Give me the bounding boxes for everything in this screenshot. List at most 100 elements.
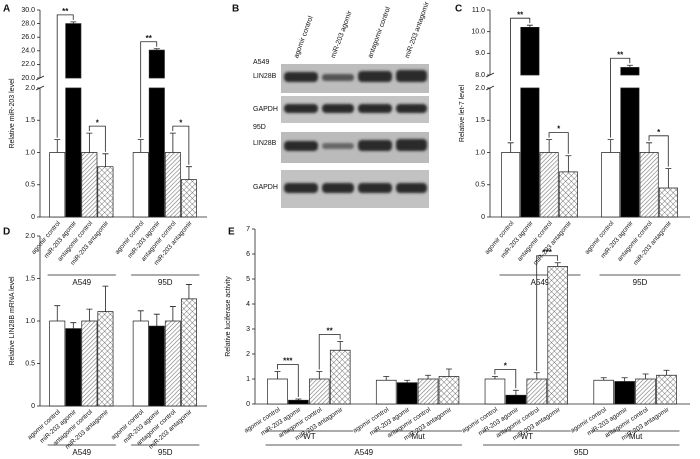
bar — [148, 49, 165, 218]
bar — [267, 378, 288, 405]
error-bar — [316, 371, 323, 379]
bar — [484, 378, 506, 405]
bar — [180, 179, 197, 218]
error-bar — [491, 376, 498, 379]
error-bar — [565, 155, 572, 172]
bar — [520, 26, 540, 218]
significance-label: ** — [517, 10, 524, 19]
y-tick-label: 0.5 — [475, 182, 485, 189]
y-axis-label: Relative luciferase activity — [225, 276, 232, 357]
error-bar — [507, 142, 514, 153]
bar — [620, 67, 640, 218]
significance-label: ** — [146, 34, 153, 43]
error-bar — [70, 322, 77, 329]
panel-letter: D — [3, 227, 10, 238]
subgroup-label: Mut — [629, 432, 643, 441]
subgroup-label: WT — [521, 432, 534, 441]
panel-letter: C — [455, 4, 462, 15]
y-tick-label: 1.5 — [25, 275, 35, 282]
error-bar — [169, 132, 176, 153]
subgroup-label: Mut — [411, 432, 425, 441]
error-bar — [102, 153, 109, 167]
error-bar — [185, 284, 192, 299]
y-tick-label: 1.5 — [475, 117, 485, 124]
error-bar — [626, 64, 633, 68]
significance-label: * — [557, 125, 561, 134]
error-bar — [54, 139, 61, 153]
bar — [614, 381, 635, 405]
significance-label: *** — [283, 357, 293, 366]
bar — [132, 320, 149, 407]
x-tick-label: miR-203 antagomir — [632, 219, 673, 266]
significance-bracket — [172, 125, 190, 165]
bar — [593, 379, 615, 405]
error-bar — [54, 305, 61, 321]
error-bar — [445, 368, 452, 377]
cell-label: A549 — [253, 59, 269, 66]
y-tick-label: 1.0 — [25, 149, 35, 156]
y-tick-label: 9.0 — [475, 50, 485, 57]
error-bar — [185, 166, 192, 180]
y-tick-label: 0 — [481, 214, 485, 221]
bar — [658, 187, 678, 218]
y-tick-label: 7 — [246, 226, 250, 233]
error-bar — [600, 377, 607, 381]
error-bar — [404, 379, 411, 383]
bar — [49, 320, 66, 407]
y-axis-label: Relative let-7 level — [459, 84, 466, 142]
y-tick-label: 11.0 — [472, 7, 485, 14]
y-tick-label: 0.5 — [25, 182, 35, 189]
error-bar — [153, 48, 160, 51]
y-tick-label: 2 — [246, 351, 250, 358]
error-bar — [646, 142, 653, 153]
error-bar — [533, 372, 540, 379]
significance-bracket — [510, 17, 531, 141]
error-bar — [137, 139, 144, 153]
panel-letter: B — [232, 4, 239, 15]
bar — [656, 374, 677, 405]
bar — [558, 171, 578, 218]
error-bar — [86, 132, 93, 153]
significance-label: * — [179, 118, 183, 127]
western-blot: B agomir control miR-203 agomir antagomi… — [232, 0, 431, 208]
significance-label: * — [96, 118, 100, 127]
y-tick-label: 10.0 — [471, 29, 485, 36]
bar — [180, 298, 197, 407]
error-bar — [546, 139, 553, 153]
bar — [396, 382, 418, 405]
panel-letter: A — [3, 4, 10, 15]
error-bar — [102, 285, 109, 312]
error-bar — [425, 374, 432, 379]
bar — [375, 379, 397, 405]
x-tick-label: miR-203 antagomir — [532, 219, 573, 266]
protein-label: LIN28B — [253, 73, 277, 80]
y-tick-label: 26.0 — [21, 34, 35, 41]
y-tick-label: 0.5 — [25, 360, 35, 367]
error-bar — [663, 369, 670, 376]
bar — [65, 328, 82, 407]
bar — [501, 152, 521, 218]
bar — [438, 376, 460, 405]
lane-label: miR-203 antagomir — [404, 0, 431, 59]
error-bar — [274, 371, 281, 379]
lane-label: agomir control — [293, 15, 315, 59]
subgroup-label: WT — [303, 432, 316, 441]
bar — [81, 152, 98, 218]
y-tick-label: 1.0 — [475, 149, 485, 156]
bar — [539, 152, 559, 218]
significance-label: * — [657, 128, 661, 137]
significance-label: *** — [542, 248, 552, 257]
y-axis-label: Relative miR-203 level — [9, 78, 16, 148]
error-bar — [554, 262, 561, 267]
y-tick-label: 4 — [246, 301, 250, 308]
error-bar — [512, 389, 519, 396]
panel-letter: E — [228, 227, 235, 238]
y-tick-label: 0 — [246, 401, 250, 408]
y-tick-label: 2.0 — [25, 233, 35, 240]
y-tick-label: 0 — [31, 403, 35, 410]
y-tick-label: 5 — [246, 276, 250, 283]
error-bar — [526, 24, 533, 28]
bar — [601, 152, 621, 218]
significance-label: ** — [327, 327, 334, 336]
lane-label: miR-203 agomir — [330, 10, 354, 60]
